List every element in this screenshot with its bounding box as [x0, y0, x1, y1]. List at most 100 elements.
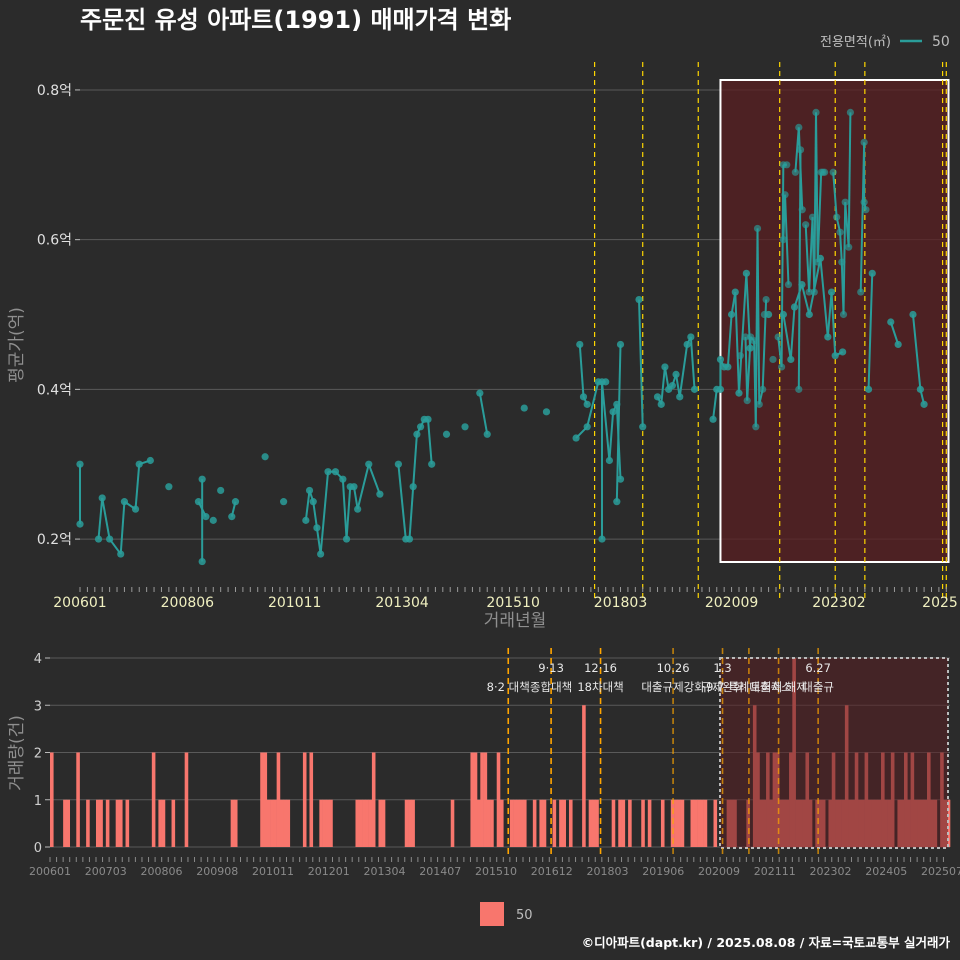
- price-line-segment-recent: [746, 336, 752, 401]
- price-point-recent: [821, 168, 829, 176]
- volume-x-tick-label: 201201: [308, 865, 350, 878]
- volume-annotation-label: 8·2 대책: [487, 680, 530, 694]
- price-point: [613, 498, 621, 506]
- price-point: [228, 513, 236, 521]
- volume-bar: [260, 752, 264, 847]
- price-line-segment: [782, 314, 792, 360]
- price-line-segment: [737, 273, 748, 394]
- price-line-segment-recent: [815, 112, 819, 263]
- volume-annotation-label: 규제완화: [701, 680, 744, 694]
- price-point: [309, 498, 317, 506]
- price-line-segment: [352, 486, 359, 510]
- volume-annotation-date: 9·13: [538, 661, 564, 675]
- price-y-tick-label: 0.2억: [37, 532, 72, 548]
- volume-bar: [371, 752, 376, 847]
- volume-x-tick-label: 201407: [419, 865, 461, 878]
- price-point: [824, 333, 832, 341]
- volume-bar: [151, 752, 156, 847]
- volume-bar: [365, 799, 369, 847]
- volume-bar: [63, 799, 67, 847]
- price-point: [616, 340, 625, 349]
- volume-bar: [628, 799, 632, 847]
- volume-x-tick-label: 200806: [141, 865, 183, 878]
- price-point: [605, 456, 614, 465]
- price-line-segment: [793, 284, 803, 308]
- volume-bar: [522, 799, 527, 847]
- price-point-recent: [781, 191, 789, 199]
- price-line-segment: [427, 419, 433, 465]
- price-line-segment: [826, 291, 833, 338]
- price-line-segment: [408, 486, 415, 540]
- volume-bar: [171, 799, 176, 847]
- price-line-segment: [734, 292, 740, 394]
- price-point: [657, 400, 665, 408]
- volume-bar: [618, 799, 622, 847]
- volume-bar: [302, 752, 307, 847]
- price-line-segment: [789, 306, 796, 360]
- price-point: [94, 535, 103, 543]
- volume-annotation-label: 9.7 특례대출축소: [706, 680, 791, 694]
- price-point-recent: [836, 228, 844, 236]
- price-point-recent: [755, 400, 763, 408]
- volume-policy-lines: [507, 648, 819, 858]
- price-point: [405, 535, 414, 543]
- price-point: [202, 513, 210, 521]
- price-line-segment: [586, 381, 600, 428]
- price-point: [261, 453, 269, 461]
- price-point: [313, 524, 321, 532]
- volume-annotation-date: 6.27: [805, 661, 831, 675]
- volume-annotation-label: 대출규: [802, 680, 834, 694]
- volume-y-axis-title: 거래량(건): [7, 715, 27, 791]
- price-point-recent: [846, 108, 855, 116]
- price-x-tick-label: 201011: [268, 595, 321, 611]
- price-line-segment: [97, 497, 104, 540]
- volume-bar: [286, 799, 291, 847]
- price-point-recent: [743, 397, 751, 405]
- volume-bar: [562, 799, 566, 847]
- volume-bar: [690, 799, 695, 847]
- volume-bar: [660, 799, 665, 847]
- volume-highlight-box: [719, 657, 949, 849]
- price-point-recent: [805, 288, 813, 296]
- price-x-tick-label: 201803: [594, 595, 647, 611]
- volume-annotation-label: 대출규제강화: [641, 680, 705, 694]
- price-line-segment-recent: [839, 232, 843, 263]
- volume-bar: [404, 799, 409, 847]
- price-y-tick-label: 0.4억: [37, 382, 72, 398]
- volume-bar: [105, 799, 110, 847]
- price-point: [350, 483, 358, 491]
- volume-bar: [674, 799, 678, 847]
- price-point: [839, 348, 847, 356]
- volume-bar: [490, 799, 494, 847]
- volume-bar: [519, 799, 524, 847]
- volume-bar: [329, 799, 333, 847]
- price-x-tick-label: 202009: [705, 595, 758, 611]
- volume-annotation-date: 12·16: [584, 661, 617, 675]
- price-point: [635, 295, 643, 304]
- volume-bar: [703, 799, 708, 847]
- volume-bar: [319, 799, 323, 847]
- volume-bar: [513, 799, 517, 847]
- price-point: [342, 535, 351, 543]
- price-point-recent: [760, 310, 769, 319]
- volume-bar: [539, 799, 544, 847]
- volume-bar: [700, 799, 704, 847]
- price-point: [731, 288, 739, 296]
- volume-annotation-date: 10.26: [657, 661, 690, 675]
- price-point: [831, 352, 839, 360]
- price-line-segment: [889, 321, 900, 345]
- price-point: [476, 389, 484, 397]
- price-point: [317, 550, 325, 558]
- volume-bar: [322, 799, 327, 847]
- volume-x-tick-label: 202302: [810, 865, 852, 878]
- volume-bar: [378, 799, 383, 847]
- price-point: [583, 400, 591, 408]
- price-point: [428, 460, 436, 468]
- price-point: [461, 423, 469, 431]
- price-line-segment: [800, 284, 811, 315]
- price-point-recent: [736, 352, 744, 360]
- volume-y-tick-label: 2: [34, 747, 42, 762]
- volume-bar: [693, 799, 698, 847]
- price-point-recent: [795, 123, 803, 131]
